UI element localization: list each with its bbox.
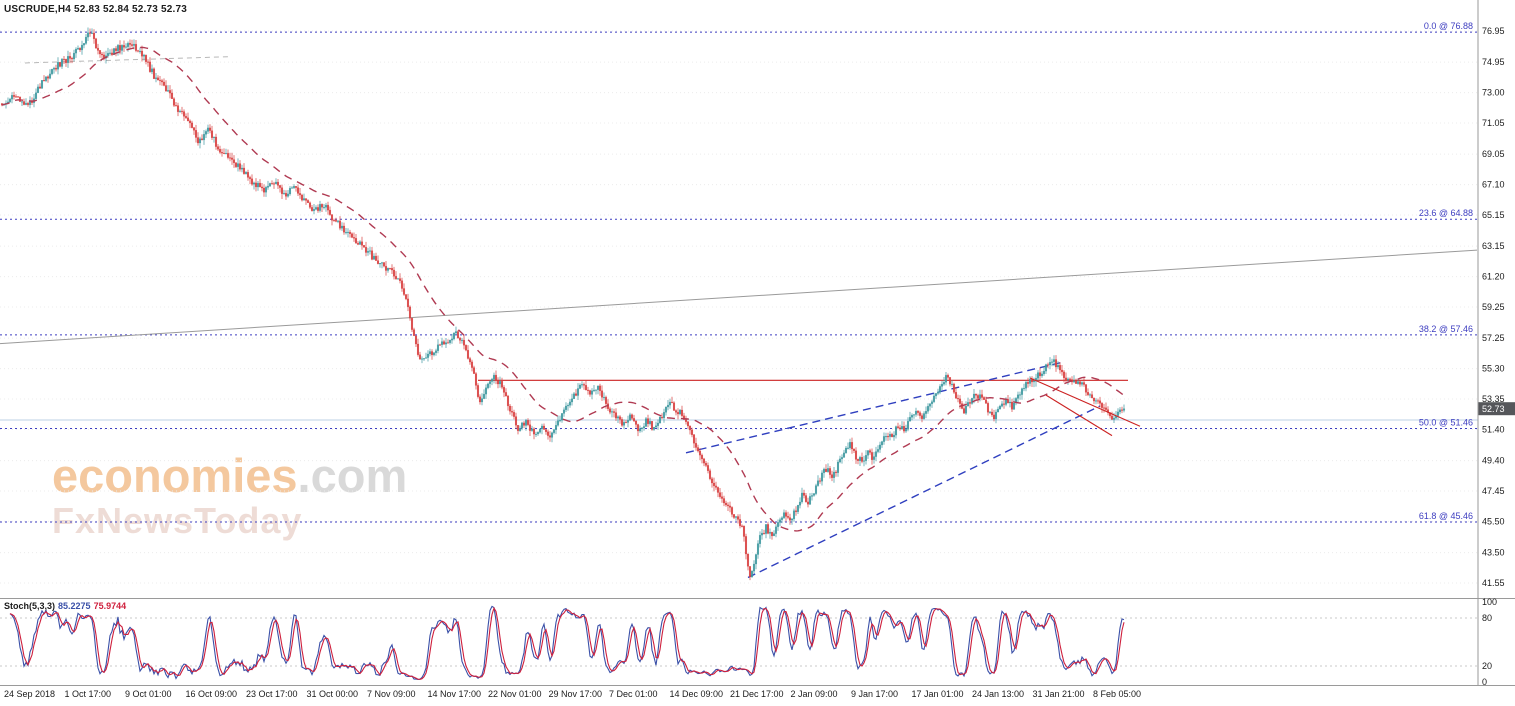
time-axis-label: 22 Nov 01:00 [488, 689, 542, 699]
pullback-channel-red-1 [1029, 377, 1141, 427]
price-axis-label: 53.35 [1482, 394, 1505, 404]
current-price-badge [1478, 402, 1515, 416]
fib-retracement-label: 38.2 @ 57.46 [1419, 324, 1473, 334]
price-axis-label: 71.05 [1482, 118, 1505, 128]
time-axis-label: 1 Oct 17:00 [65, 689, 112, 699]
stoch-axis-label: 0 [1482, 677, 1487, 687]
stoch-main-value: 85.2275 [58, 601, 91, 611]
stoch-indicator-name: Stoch(5,3,3) [4, 601, 56, 611]
wedge-trendline-blue-2 [747, 405, 1101, 579]
price-axis-label: 41.55 [1482, 578, 1505, 588]
fib-retracement-label: 0.0 @ 76.88 [1424, 21, 1473, 31]
bull-candle-bodies [3, 32, 1125, 578]
time-axis-label: 14 Nov 17:00 [428, 689, 482, 699]
price-axis-label: 65.15 [1482, 210, 1505, 220]
time-axis-label: 29 Nov 17:00 [549, 689, 603, 699]
watermark-subbrand: FxNewsToday [52, 500, 303, 541]
fib-retracement-label: 50.0 @ 51.46 [1419, 417, 1473, 427]
price-axis-label: 69.05 [1482, 149, 1505, 159]
price-axis-label: 76.95 [1482, 26, 1505, 36]
price-axis-label: 47.45 [1482, 486, 1505, 496]
fib-retracement-label: 61.8 @ 45.46 [1419, 511, 1473, 521]
stochastic-signal-line [9, 606, 1125, 680]
price-axis-label: 55.30 [1482, 364, 1505, 374]
price-axis-label: 67.10 [1482, 180, 1505, 190]
price-axis-label: 43.50 [1482, 548, 1505, 558]
price-axis-label: 74.95 [1482, 57, 1505, 67]
fib-retracement-label: 23.6 @ 64.88 [1419, 208, 1473, 218]
time-axis-label: 7 Nov 09:00 [367, 689, 416, 699]
price-axis-label: 59.25 [1482, 302, 1505, 312]
bear-candle-wicks [1, 28, 1123, 581]
price-axis-label: 61.20 [1482, 272, 1505, 282]
time-axis-label: 31 Oct 00:00 [307, 689, 359, 699]
chart-title: USCRUDE,H4 52.83 52.84 52.73 52.73 [4, 4, 188, 15]
price-axis-label: 73.00 [1482, 88, 1505, 98]
time-axis-label: 2 Jan 09:00 [791, 689, 838, 699]
bull-candle-wicks [3, 27, 1125, 578]
stoch-axis-label: 20 [1482, 661, 1492, 671]
time-axis-label: 24 Sep 2018 [4, 689, 55, 699]
time-axis-label: 17 Jan 01:00 [912, 689, 964, 699]
time-axis-label: 8 Feb 05:00 [1093, 689, 1141, 699]
stoch-signal-value: 75.9744 [93, 601, 127, 611]
stoch-axis-label: 80 [1482, 613, 1492, 623]
time-axis-label: 9 Jan 17:00 [851, 689, 898, 699]
moving-average-dashed [1, 46, 1125, 532]
time-axis-label: 16 Oct 09:00 [186, 689, 238, 699]
time-axis-label: 14 Dec 09:00 [670, 689, 724, 699]
time-axis-label: 9 Oct 01:00 [125, 689, 172, 699]
stochastic-indicator-label: Stoch(5,3,3) 85.2275 75.9744 [4, 601, 129, 611]
time-axis-label: 7 Dec 01:00 [609, 689, 658, 699]
pullback-channel-red-2 [1045, 394, 1113, 437]
stoch-axis-label: 100 [1482, 597, 1497, 607]
price-axis-label: 45.50 [1482, 516, 1505, 526]
price-axis-label: 57.25 [1482, 333, 1505, 343]
ascending-trendline-gray [0, 249, 1478, 345]
wedge-trendline-blue-1 [685, 361, 1063, 454]
price-axis-label: 51.40 [1482, 424, 1505, 434]
time-axis-label: 31 Jan 21:00 [1033, 689, 1085, 699]
top-trendline-gray-dashed [24, 56, 229, 64]
time-axis-label: 23 Oct 17:00 [246, 689, 298, 699]
bear-candle-bodies [1, 32, 1123, 578]
price-axis-label: 49.40 [1482, 456, 1505, 466]
time-axis-label: 24 Jan 13:00 [972, 689, 1024, 699]
current-price-badge-value: 52.73 [1482, 404, 1505, 414]
time-axis-label: 21 Dec 17:00 [730, 689, 784, 699]
price-axis-label: 63.15 [1482, 241, 1505, 251]
